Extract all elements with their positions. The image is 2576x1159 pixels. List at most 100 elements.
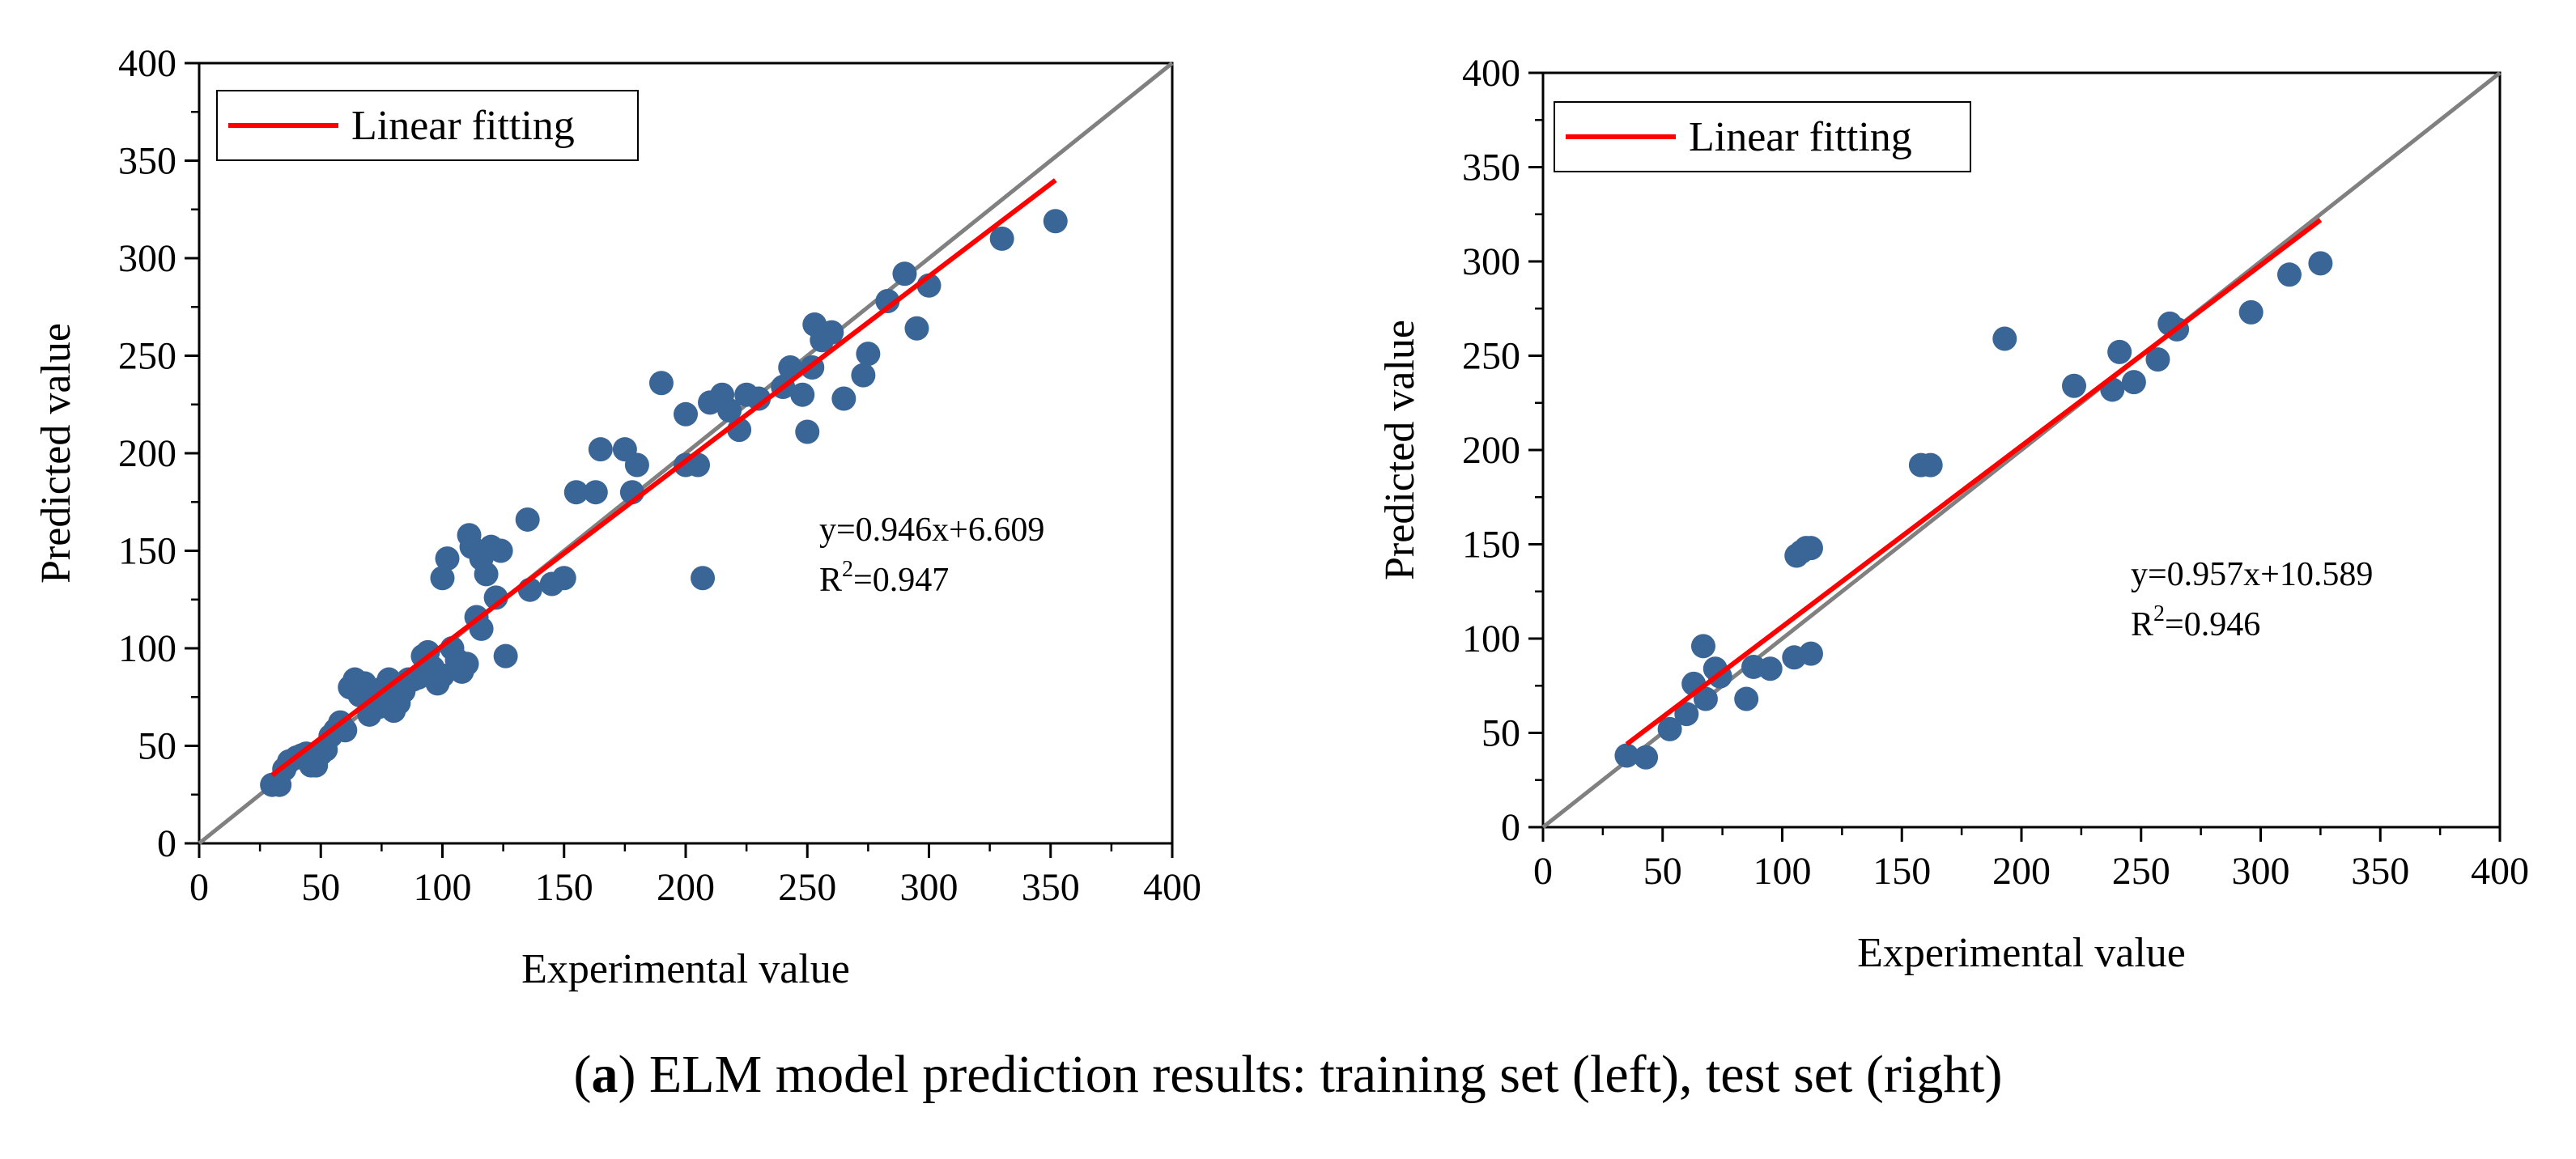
caption-letter: a [591, 1045, 618, 1104]
figure-caption: (a) ELM model prediction results: traini… [0, 1044, 2576, 1106]
data-point [892, 261, 917, 287]
data-point [483, 585, 508, 610]
data-point [1690, 634, 1715, 659]
data-point [717, 397, 742, 422]
y-tick-label: 100 [118, 627, 176, 670]
x-tick-label: 150 [535, 866, 593, 909]
x-tick-label: 250 [778, 866, 836, 909]
r-squared: R2=0.946 [2131, 601, 2260, 643]
r-squared-prefix: R [819, 562, 842, 599]
y-tick-label: 100 [1462, 618, 1520, 660]
data-point [851, 363, 876, 388]
linear-fit-line [1625, 218, 2323, 746]
x-tick-label: 300 [2232, 850, 2290, 893]
data-point [790, 382, 815, 407]
data-point [515, 507, 540, 532]
x-tick-label: 50 [1643, 850, 1682, 893]
data-point [1758, 656, 1783, 681]
data-point [493, 643, 518, 669]
data-point [563, 480, 589, 505]
y-tick-label: 250 [1462, 335, 1520, 378]
x-tick-label: 50 [301, 866, 340, 909]
x-axis-label: Experimental value [521, 946, 850, 992]
x-tick-label: 350 [2351, 850, 2409, 893]
x-tick-label: 200 [1992, 850, 2051, 893]
data-point [430, 663, 455, 688]
data-point [746, 386, 772, 411]
data-point [904, 316, 929, 341]
data-point [430, 566, 455, 591]
data-point [2238, 299, 2264, 325]
x-tick-label: 400 [2471, 850, 2529, 893]
data-point [1043, 209, 1068, 234]
r-squared-value: =0.947 [853, 562, 949, 599]
legend-label: Linear fitting [351, 103, 575, 149]
data-point [819, 320, 844, 345]
y-tick-label: 400 [1462, 52, 1520, 95]
data-point [588, 437, 613, 462]
caption-open-paren: ( [573, 1045, 592, 1104]
x-tick-label: 100 [1753, 850, 1812, 893]
data-point [1918, 452, 1943, 478]
scatter-charts-figure: 0050501001001501502002002502503003003503… [33, 42, 2529, 992]
x-tick-label: 250 [2112, 850, 2170, 893]
x-tick-label: 100 [414, 866, 472, 909]
x-tick-label: 300 [900, 866, 959, 909]
data-point [2276, 262, 2302, 287]
x-tick-label: 350 [1022, 866, 1080, 909]
fit-equation: y=0.957x+10.589 [2131, 556, 2373, 593]
x-tick-label: 150 [1872, 850, 1931, 893]
data-point [2062, 373, 2087, 398]
data-point [2145, 347, 2170, 372]
data-point [1674, 702, 1699, 727]
y-tick-label: 250 [118, 335, 176, 378]
y-tick-label: 350 [118, 140, 176, 183]
y-tick-label: 300 [118, 237, 176, 280]
data-point [1798, 641, 1823, 666]
data-point [1992, 326, 2017, 351]
data-point [583, 480, 608, 505]
legend-label: Linear fitting [1689, 114, 1912, 160]
data-point [1614, 743, 1639, 768]
y-tick-label: 200 [118, 432, 176, 475]
data-point [488, 538, 513, 563]
y-tick-label: 150 [118, 530, 176, 573]
r-squared-value: =0.946 [2165, 606, 2260, 643]
fit-equation: y=0.946x+6.609 [819, 512, 1044, 549]
data-point [1734, 686, 1759, 711]
y-tick-label: 350 [1462, 146, 1520, 189]
data-point [435, 546, 460, 571]
data-point [875, 289, 900, 314]
data-point [2107, 339, 2132, 364]
data-point [1798, 536, 1823, 561]
x-tick-label: 400 [1143, 866, 1201, 909]
x-axis-label: Experimental value [1857, 930, 2186, 976]
r-squared-superscript: 2 [2153, 601, 2165, 626]
data-point [551, 566, 576, 591]
x-tick-label: 0 [189, 866, 209, 909]
y-tick-label: 150 [1462, 524, 1520, 567]
linear-fit-line [270, 178, 1057, 778]
test-set-panel: 00 50 50 100 100 150 150 200 200 250 250 300 300 350 3… [1377, 52, 2529, 976]
data-point [1634, 745, 1659, 770]
data-point [474, 562, 499, 587]
data-point [1657, 716, 1682, 741]
x-tick-label: 200 [657, 866, 715, 909]
data-point [989, 226, 1014, 251]
y-tick-label: 300 [1462, 240, 1520, 283]
data-point [831, 386, 857, 411]
data-point [624, 452, 649, 478]
caption-text: ) ELM model prediction results: training… [618, 1045, 2003, 1104]
y-tick-label: 0 [157, 822, 176, 865]
data-point [674, 401, 698, 427]
data-point [856, 342, 881, 367]
training-set-panel: 00 50 50 100 100 150 150 200 200 250 250 300 300 350 3… [33, 42, 1201, 992]
x-tick-label: 0 [1533, 850, 1553, 893]
data-point [2308, 251, 2333, 276]
data-point [1693, 686, 1718, 711]
data-point [795, 419, 820, 444]
r-squared: R2=0.947 [819, 557, 949, 599]
y-axis-label: Predicted value [1377, 320, 1423, 580]
r-squared-prefix: R [2131, 606, 2153, 643]
y-tick-label: 50 [1481, 712, 1520, 755]
